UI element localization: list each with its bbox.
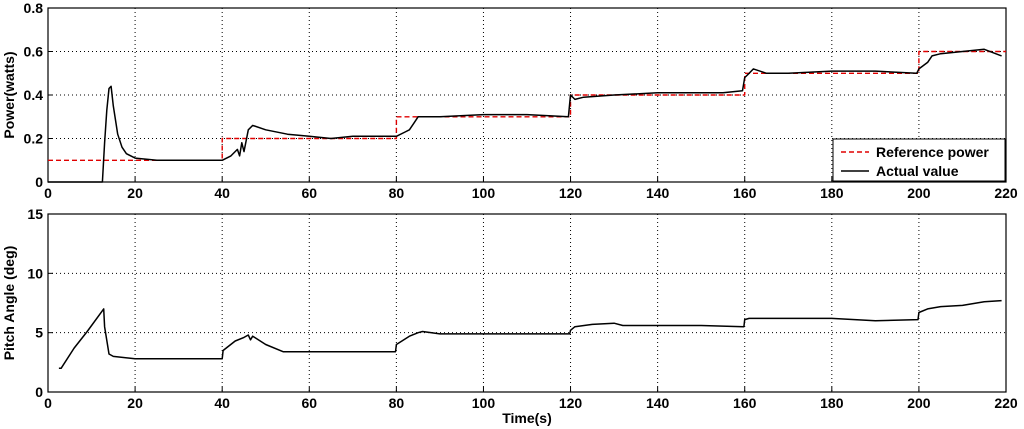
- pitch-x-tick-label: 0: [44, 395, 52, 411]
- power-x-tick-label: 180: [820, 185, 844, 201]
- pitch-x-tick-label: 200: [907, 395, 931, 411]
- pitch-series-line-0: [58, 299, 1002, 370]
- power-y-tick-label: 0.6: [24, 44, 44, 60]
- pitch-series: [58, 299, 1002, 370]
- power-x-tick-label: 20: [127, 185, 143, 201]
- power-y-tick-label: 0: [35, 174, 43, 190]
- pitch-x-ticks: 0 20 40 60 80 100 120 140 160 180 200 220: [44, 387, 1018, 411]
- legend-reference-label: Reference power: [876, 144, 989, 160]
- pitch-x-tick-label: 20: [127, 395, 143, 411]
- power-y-tick-label: 0.8: [24, 0, 44, 16]
- power-y-tick-label: 0.2: [24, 131, 44, 147]
- pitch-y-tick-label: 10: [27, 265, 43, 281]
- pitch-x-tick-label: 220: [994, 395, 1018, 411]
- pitch-y-tick-label: 0: [35, 384, 43, 400]
- power-y-ticks: 0 0.2 0.4 0.6 0.8: [24, 0, 53, 190]
- pitch-chart-panel: 0 20 40 60 80 100 120 140 160 180 200 220 0 5 10 15 Pi…: [1, 206, 1018, 426]
- power-x-tick-label: 140: [646, 185, 670, 201]
- power-x-tick-label: 160: [733, 185, 757, 201]
- power-grid: [48, 8, 1006, 182]
- pitch-x-tick-label: 180: [820, 395, 844, 411]
- power-x-tick-label: 60: [301, 185, 317, 201]
- power-legend: Reference power Actual value: [832, 138, 1006, 182]
- pitch-x-tick-label: 40: [214, 395, 230, 411]
- pitch-y-tick-label: 15: [27, 206, 43, 222]
- pitch-plot-frame: [47, 213, 1007, 393]
- pitch-x-tick-label: 100: [472, 395, 496, 411]
- power-x-tick-label: 80: [389, 185, 405, 201]
- pitch-y-axis-label: Pitch Angle (deg): [1, 246, 17, 361]
- power-x-tick-label: 100: [472, 185, 496, 201]
- pitch-y-tick-label: 5: [35, 325, 43, 341]
- power-x-tick-label: 200: [907, 185, 931, 201]
- power-x-tick-label: 40: [214, 185, 230, 201]
- legend-box: [832, 138, 1006, 182]
- pitch-x-tick-label: 80: [389, 395, 405, 411]
- power-series: [48, 48, 1006, 183]
- pitch-x-tick-label: 60: [301, 395, 317, 411]
- legend-actual-label: Actual value: [876, 163, 959, 179]
- power-x-tick-label: 220: [994, 185, 1018, 201]
- pitch-grid: [48, 214, 1006, 392]
- power-y-tick-label: 0.4: [24, 87, 44, 103]
- power-x-ticks: 0 20 40 60 80 100 120 140 160 180 200 220: [44, 177, 1018, 201]
- power-series-line-1: [48, 48, 1002, 183]
- power-y-axis-label: Power(watts): [1, 51, 17, 138]
- power-chart-panel: 0 20 40 60 80 100 120 140 160 180 200 220 0 0.2 0.4 0.…: [1, 0, 1018, 201]
- pitch-x-tick-label: 140: [646, 395, 670, 411]
- power-x-tick-label: 0: [44, 185, 52, 201]
- pitch-y-ticks: 0 5 10 15: [27, 206, 53, 400]
- pitch-x-tick-label: 120: [559, 395, 583, 411]
- power-x-tick-label: 120: [559, 185, 583, 201]
- pitch-x-tick-label: 160: [733, 395, 757, 411]
- time-x-axis-label: Time(s): [502, 410, 552, 426]
